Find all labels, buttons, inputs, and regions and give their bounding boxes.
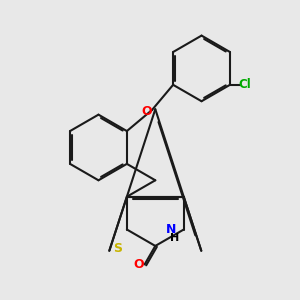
Text: Cl: Cl <box>238 78 251 91</box>
Text: O: O <box>142 105 152 118</box>
Text: O: O <box>134 258 144 271</box>
Text: H: H <box>170 233 179 243</box>
Text: S: S <box>113 242 122 255</box>
Text: N: N <box>166 223 176 236</box>
